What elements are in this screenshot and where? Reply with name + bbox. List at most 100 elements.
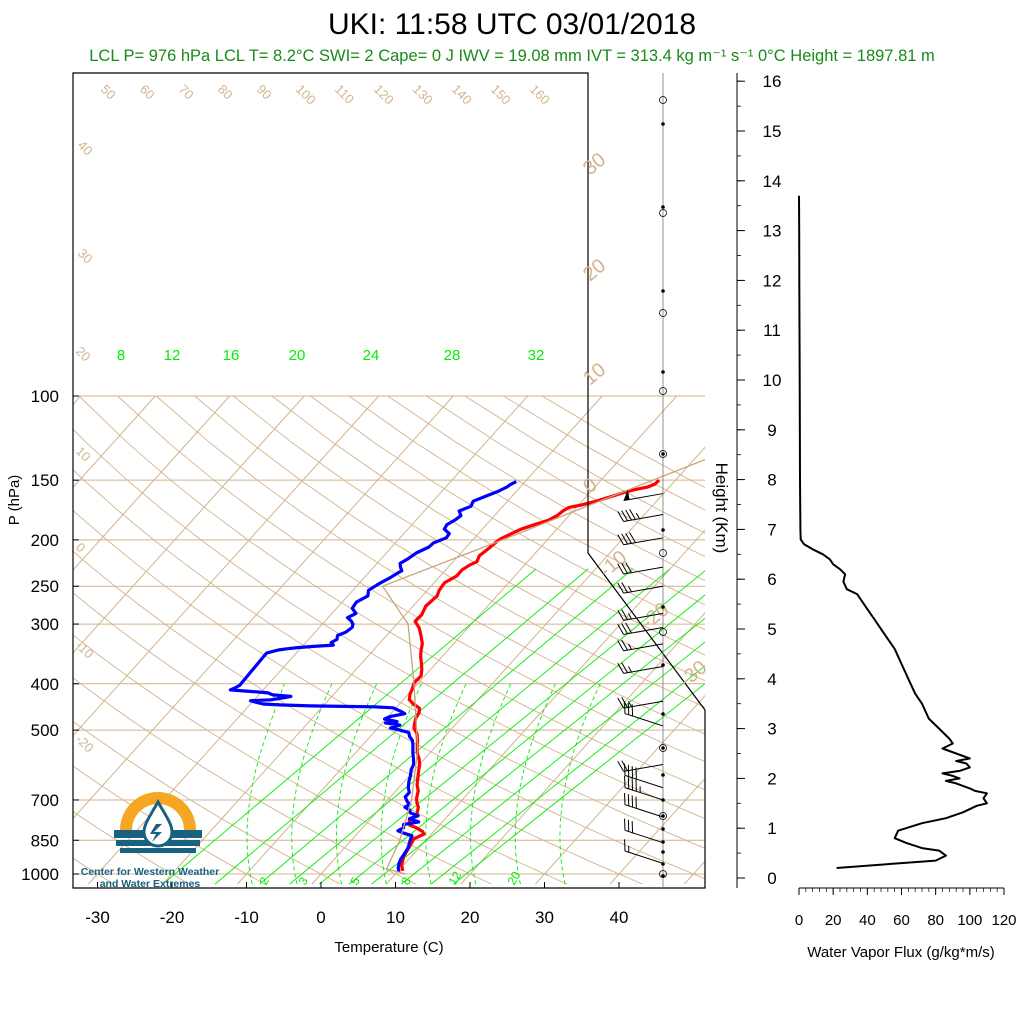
level-dot <box>661 798 665 802</box>
wind-barb-full <box>624 775 626 788</box>
flux-x-tick-label: 20 <box>825 912 842 929</box>
isotherm-line <box>73 395 156 489</box>
wind-barb-shaft <box>624 713 664 727</box>
wind-barb-shaft <box>623 763 664 772</box>
level-ring <box>659 96 667 104</box>
y-tick-label: 700 <box>31 791 59 810</box>
isotherm-line <box>73 395 82 406</box>
mixing-ratio-label-top: 8 <box>117 347 125 364</box>
wind-barb-full <box>617 511 625 522</box>
dry-adiabat-line <box>503 395 705 511</box>
water-vapor-flux-line <box>798 195 988 869</box>
wind-barb <box>624 763 664 789</box>
x-tick-label: 10 <box>386 908 405 927</box>
x-tick-label: 40 <box>610 908 629 927</box>
wind-barb <box>624 792 664 818</box>
dry-adiabat-label: 60 <box>137 82 158 103</box>
level-dot <box>661 122 665 126</box>
y-tick-label: 150 <box>31 471 59 490</box>
mixing-ratio-line <box>319 570 705 885</box>
isotherm-label-right: -10 <box>595 546 631 581</box>
level-dot <box>661 746 665 750</box>
y-tick-label: 250 <box>31 577 59 596</box>
dry-adiabat-line <box>73 509 705 880</box>
wind-barb-full <box>625 532 632 544</box>
y-axis-label: P (hPa) <box>6 475 23 526</box>
wind-barb-full <box>625 509 632 521</box>
logo-caption-line1: Center for Western Weather <box>80 866 220 878</box>
mixing-ratio-label-top: 16 <box>223 347 240 364</box>
dry-adiabat-line <box>233 395 705 682</box>
plot-frame <box>72 72 706 889</box>
wind-barb-full <box>621 533 628 545</box>
flux-x-tick-label: 100 <box>957 912 982 929</box>
wind-barb-full <box>617 640 625 652</box>
moist-adiabat-line <box>425 683 467 885</box>
wind-barb <box>617 562 664 575</box>
flux-y-tick-label: 3 <box>767 720 776 739</box>
mixing-ratio-line <box>371 617 705 885</box>
level-dot <box>661 712 665 716</box>
wind-barb <box>617 662 664 674</box>
dry-adiabat-label: 140 <box>449 82 475 108</box>
isotherm-line <box>73 395 380 737</box>
mixing-ratio-line <box>214 568 589 885</box>
dry-adiabat-line <box>271 395 705 656</box>
wind-barb <box>623 489 664 502</box>
flux-y-tick-label: 16 <box>763 72 782 91</box>
flux-y-tick-label: 4 <box>767 670 776 689</box>
wind-barb <box>617 639 664 652</box>
flux-x-tick-label: 0 <box>795 912 803 929</box>
mixing-ratio-line <box>430 665 705 885</box>
wind-barb-half <box>628 613 632 620</box>
isotherm-line <box>609 777 705 885</box>
flux-x-tick-label: 120 <box>991 912 1016 929</box>
logo-caption-line2: and Water Extremes <box>99 878 201 890</box>
x-tick-label: 30 <box>535 908 554 927</box>
flux-y-axis-label: Height (Km) <box>712 463 731 554</box>
level-ring <box>659 628 667 636</box>
theta-label-left: 20 <box>73 344 94 365</box>
dry-adiabat-line <box>78 395 705 791</box>
flux-y-tick-label: 12 <box>763 271 782 290</box>
logo-caption: Center for Western Weather and Water Ext… <box>70 866 230 890</box>
mixing-ratio-line <box>289 568 671 885</box>
wind-barb-full <box>627 764 630 777</box>
mixing-ratio-line <box>348 594 705 885</box>
moist-adiabat-line <box>514 683 556 885</box>
level-dot <box>661 605 665 609</box>
moist-adiabat-line <box>291 683 333 885</box>
dry-adiabat-line <box>73 720 341 885</box>
wind-barb-half <box>628 585 632 593</box>
dry-adiabat-line <box>348 395 705 606</box>
level-dot <box>661 850 665 854</box>
wind-barb-half <box>628 643 632 650</box>
wind-barb-full <box>631 778 634 791</box>
dry-adiabat-label: 50 <box>98 82 119 103</box>
x-axis-label: Temperature (C) <box>334 939 443 956</box>
parcel-trace-line <box>381 458 705 875</box>
dry-adiabat-line <box>310 395 705 631</box>
wind-barb-shaft <box>623 566 664 575</box>
mixing-ratio-label-bottom: 12 <box>445 869 464 888</box>
wind-barb <box>624 818 664 844</box>
x-tick-label: 20 <box>461 908 480 927</box>
wind-barb-shaft <box>624 774 664 789</box>
wind-barb-full <box>621 662 628 673</box>
isotherm-line <box>162 395 603 885</box>
isotherm-line <box>460 612 705 885</box>
dry-adiabat-line <box>73 765 266 885</box>
wind-barb-full <box>629 509 636 520</box>
isotherm-line <box>73 395 305 654</box>
dry-adiabat-line <box>73 592 568 885</box>
level-ring <box>659 309 667 317</box>
dry-adiabat-label: 110 <box>332 82 357 107</box>
wind-barb-full <box>621 609 628 620</box>
isotherm-line <box>73 395 231 571</box>
level-dot <box>661 205 665 209</box>
wind-barb-full <box>624 701 626 714</box>
level-ring <box>659 209 667 217</box>
dry-adiabat-line <box>73 677 417 885</box>
level-dot <box>661 827 665 831</box>
isotherm-label-right: 10 <box>579 359 610 390</box>
